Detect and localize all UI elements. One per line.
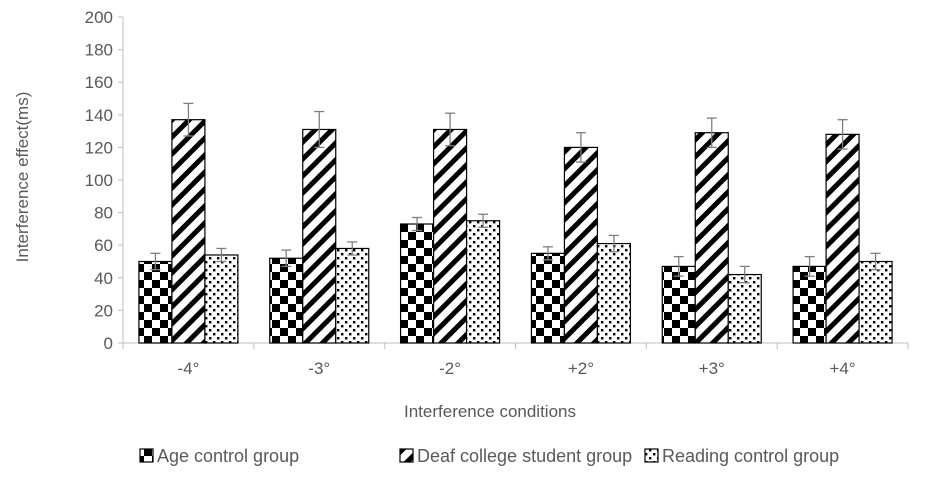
legend-label: Age control group (157, 446, 299, 466)
bar (465, 220, 501, 344)
error-bar (183, 102, 194, 137)
bar (563, 146, 599, 344)
bar (530, 252, 566, 344)
y-tick-label: 40 (94, 269, 113, 288)
error-bar (347, 241, 358, 256)
y-tick-label: 60 (94, 236, 113, 255)
bar (138, 260, 173, 344)
error-bar (216, 247, 227, 263)
x-tick-label: -3° (308, 359, 330, 378)
bar (302, 128, 337, 344)
y-tick-label: 200 (85, 8, 113, 27)
error-bar (542, 246, 553, 261)
y-tick-label: 0 (104, 334, 113, 353)
x-tick-label: -2° (439, 359, 461, 378)
y-tick-label: 80 (94, 204, 113, 223)
y-tick-label: 160 (85, 73, 113, 92)
legend-swatch (644, 448, 659, 463)
y-tick-label: 120 (85, 138, 113, 157)
bar (204, 254, 239, 344)
legend-item: Age control group (139, 446, 299, 466)
error-bar (445, 112, 456, 147)
bar (792, 265, 827, 344)
error-bar (314, 110, 325, 149)
bar (858, 260, 893, 344)
y-tick-label: 140 (85, 106, 113, 125)
bar (171, 119, 206, 344)
legend-label: Deaf college student group (417, 446, 632, 466)
x-tick-label: +2° (568, 359, 594, 378)
error-bar (804, 255, 815, 277)
axes (118, 16, 909, 349)
bar (596, 242, 632, 344)
bar (825, 133, 860, 344)
bar (432, 128, 468, 344)
bar (399, 223, 435, 344)
tick-labels: 0 20 40 60 80 100 120 140 160 180 200 -4° -3° -2° +2° +… (85, 8, 856, 378)
y-axis-title: Interference effect(ms) (13, 92, 32, 263)
error-bar (478, 213, 489, 228)
bars (138, 119, 893, 344)
x-axis-title: Interference conditions (404, 402, 576, 421)
x-tick-label: +4° (829, 359, 855, 378)
error-bar (412, 216, 423, 232)
error-bar (575, 132, 586, 163)
legend-label: Reading control group (662, 446, 839, 466)
bar (661, 265, 696, 344)
y-tick-label: 180 (85, 41, 113, 60)
bar (269, 257, 304, 344)
y-tick-label: 20 (94, 301, 113, 320)
error-bar (150, 252, 161, 271)
legend: Age control group Deaf college student gr… (139, 446, 839, 466)
error-bar (608, 234, 619, 253)
legend-item: Deaf college student group (399, 446, 632, 466)
legend-swatch (399, 448, 414, 463)
error-bar (673, 255, 684, 277)
x-tick-label: -4° (177, 359, 199, 378)
bar (727, 273, 762, 344)
error-bar (739, 265, 750, 284)
bar (335, 247, 370, 344)
error-bar (706, 117, 717, 149)
y-tick-label: 100 (85, 171, 113, 190)
error-bars (150, 102, 881, 284)
error-bar (281, 249, 292, 268)
x-tick-label: +3° (699, 359, 725, 378)
bar (694, 132, 729, 344)
error-bar (837, 119, 848, 150)
error-bar (870, 252, 881, 271)
legend-item: Reading control group (644, 446, 839, 466)
legend-swatch (139, 448, 154, 463)
